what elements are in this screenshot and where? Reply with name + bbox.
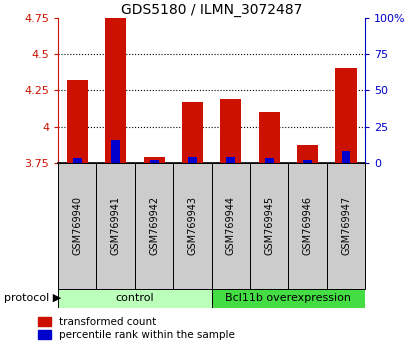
Text: control: control (115, 293, 154, 303)
Bar (182, 102, 203, 163)
Text: GSM769943: GSM769943 (188, 196, 198, 255)
Text: Bcl11b overexpression: Bcl11b overexpression (225, 293, 352, 303)
Text: GSM769944: GSM769944 (226, 196, 236, 255)
Text: GSM769947: GSM769947 (341, 196, 351, 255)
FancyBboxPatch shape (327, 163, 365, 289)
Bar (303, 160, 312, 163)
Bar (144, 157, 165, 163)
Bar (111, 139, 120, 163)
Bar (188, 157, 197, 163)
FancyBboxPatch shape (288, 163, 327, 289)
Title: GDS5180 / ILMN_3072487: GDS5180 / ILMN_3072487 (121, 3, 303, 17)
Bar (297, 145, 318, 163)
Text: protocol ▶: protocol ▶ (4, 293, 61, 303)
Text: GSM769945: GSM769945 (264, 196, 274, 255)
Bar (73, 158, 82, 163)
FancyBboxPatch shape (58, 163, 96, 289)
Bar (342, 151, 350, 163)
Text: GSM769940: GSM769940 (72, 196, 82, 255)
FancyBboxPatch shape (250, 163, 288, 289)
FancyBboxPatch shape (212, 163, 250, 289)
Bar (220, 99, 242, 163)
Bar (259, 112, 280, 163)
FancyBboxPatch shape (135, 163, 173, 289)
Bar (105, 18, 126, 163)
FancyBboxPatch shape (212, 289, 365, 308)
Text: GSM769946: GSM769946 (303, 196, 312, 255)
Text: GSM769942: GSM769942 (149, 196, 159, 255)
Bar (227, 157, 235, 163)
Bar (150, 160, 159, 163)
Bar (67, 80, 88, 163)
Legend: transformed count, percentile rank within the sample: transformed count, percentile rank withi… (39, 317, 235, 340)
FancyBboxPatch shape (58, 289, 212, 308)
FancyBboxPatch shape (173, 163, 212, 289)
Text: GSM769941: GSM769941 (111, 196, 121, 255)
FancyBboxPatch shape (96, 163, 135, 289)
Bar (335, 68, 356, 163)
Bar (265, 158, 273, 163)
